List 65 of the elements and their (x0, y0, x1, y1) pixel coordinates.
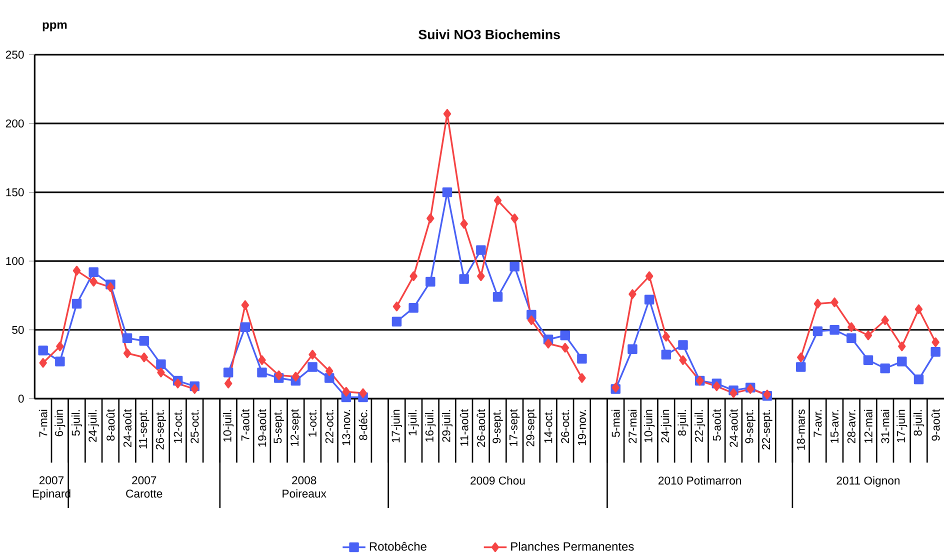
text: 2011 Oignon (836, 476, 900, 487)
x-tick-label: 7-avr. (814, 410, 822, 437)
text: 2010 Potimarron (658, 476, 741, 485)
legend-label: Planches Permanentes (511, 542, 634, 551)
x-tick-label: 15-avr. (830, 410, 838, 443)
x-tick-label: 16-juil. (425, 410, 436, 442)
x-tick-label: 14-oct. (544, 410, 552, 443)
x-tick-label: 13-nov. (342, 410, 350, 446)
x-tick-label: 29-juil. (442, 410, 453, 442)
x-tick-label: 8-août (106, 409, 115, 441)
x-tick-label: 1-juil. (408, 410, 419, 436)
legend-label: Rotobêche (370, 542, 426, 551)
y-tick-label: 50 (12, 326, 24, 334)
x-tick-label: 9-sept. (745, 410, 756, 444)
x-tick-label: 10-juil. (223, 410, 234, 442)
x-tick-label: 26-oct. (561, 410, 570, 444)
x-tick-label: 1-oct. (308, 410, 316, 437)
x-tick-label: 5-sept. (274, 410, 284, 444)
x-tick-label: 11-sept. (139, 410, 150, 448)
text: 2009 Chou (470, 476, 525, 485)
x-tick-label: 12-sept (290, 409, 301, 446)
x-tick-label: 6-juin (54, 410, 66, 436)
x-tick-label: 17-juin (391, 410, 402, 442)
x-tick-label: 26-août (476, 409, 486, 447)
y-tick-label: 200 (6, 119, 24, 128)
x-tick-label: 11-août (460, 409, 468, 446)
chart-title: Suivi NO3 Biochemins (418, 29, 560, 40)
x-tick-label: 22-oct. (325, 410, 334, 444)
x-tick-label: 29-sept (526, 409, 537, 446)
x-tick-label: 22-sept. (762, 410, 772, 450)
x-tick-label: 9-août (931, 409, 940, 441)
x-tick-label: 8-juil. (913, 410, 924, 436)
x-tick-label: 17-sept (510, 409, 520, 446)
x-tick-label: 31-mai (880, 410, 890, 444)
y-tick-label: 150 (6, 188, 24, 196)
y-tick-label: 0 (18, 394, 24, 403)
x-tick-label: 24-juin (660, 410, 672, 443)
y-axis-title: ppm (42, 22, 67, 32)
y-tick-label: 100 (6, 257, 24, 266)
x-tick-label: 24-juil. (88, 410, 99, 442)
x-tick-label: 22-juil. (694, 410, 706, 442)
x-tick-label: 10-juin (644, 410, 655, 442)
x-tick-label: 12-mai (864, 410, 872, 443)
x-tick-label: 24-août (729, 409, 738, 447)
x-tick-label: 24-août (123, 409, 132, 447)
x-tick-label: 19-nov. (578, 410, 586, 446)
x-tick-label: 9-sept. (492, 410, 503, 444)
text: 2007 Carotte (126, 476, 162, 498)
x-tick-label: 27-mai (628, 410, 637, 444)
x-tick-label: 12-oct. (174, 410, 182, 443)
x-tick-label: 5-juil. (71, 410, 82, 436)
x-tick-label: 28-avr. (847, 410, 856, 444)
x-tick-label: 17-juin (896, 410, 908, 442)
x-tick-label: 8-juil. (678, 410, 688, 436)
y-tick-label: 250 (6, 50, 24, 59)
x-tick-label: 25-oct. (190, 410, 199, 444)
x-tick-label: 7-août (240, 409, 250, 441)
x-tick-label: 5-mai (611, 410, 620, 437)
x-tick-label: 26-sept. (156, 410, 166, 450)
x-tick-label: 8-déc. (358, 410, 368, 440)
x-tick-label: 18-mars (796, 409, 805, 450)
x-tick-label: 5-août (712, 409, 721, 441)
x-tick-label: 7-mai (38, 410, 48, 437)
x-tick-label: 19-août (258, 409, 266, 447)
text: 2008 Poireaux (282, 476, 326, 498)
